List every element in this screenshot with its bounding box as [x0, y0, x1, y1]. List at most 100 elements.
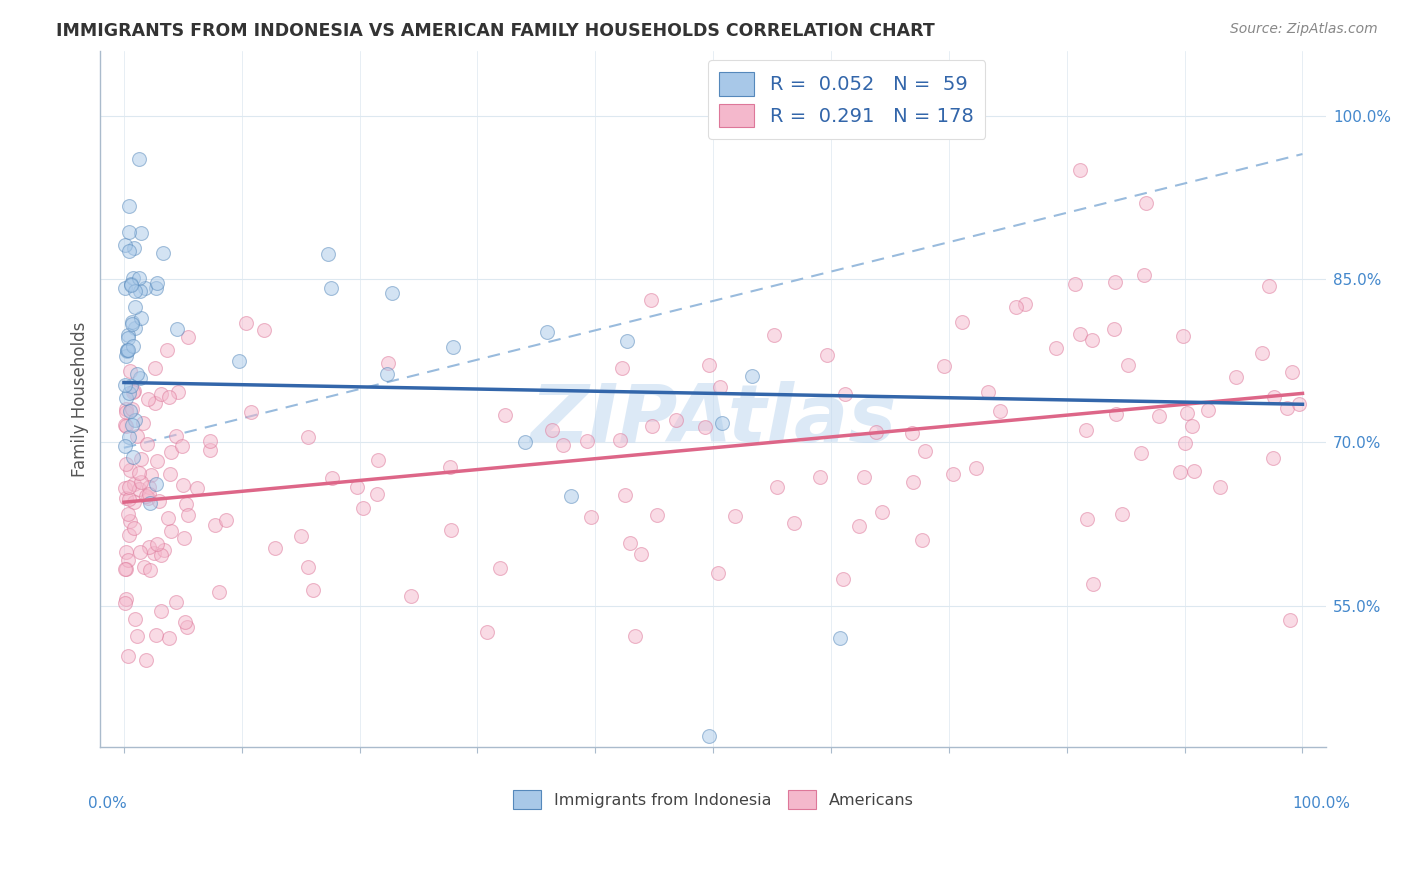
Point [142, 546, 165, 560]
Point [145, 477, 167, 491]
Point [159, 631, 181, 645]
Point [122, 495, 145, 509]
Point [125, 367, 148, 381]
Point [145, 628, 167, 642]
Point [724, 509, 747, 524]
Point [901, 426, 924, 441]
Point [117, 507, 139, 521]
Point [128, 545, 150, 559]
Point [316, 246, 339, 260]
Point [204, 518, 226, 533]
Point [159, 467, 181, 481]
Point [439, 459, 461, 474]
Point [120, 404, 142, 418]
Point [297, 560, 319, 574]
Point [114, 238, 136, 252]
Point [489, 561, 512, 575]
Point [1129, 446, 1152, 460]
Point [707, 566, 730, 580]
Point [1171, 328, 1194, 343]
Point [138, 540, 160, 554]
Point [1069, 327, 1091, 342]
Point [815, 348, 838, 362]
Point [114, 481, 136, 495]
Point [124, 476, 146, 491]
Point [319, 281, 342, 295]
Point [301, 583, 323, 598]
Point [697, 358, 720, 372]
Text: Source: ZipAtlas.com: Source: ZipAtlas.com [1230, 22, 1378, 37]
Point [865, 425, 887, 439]
Point [848, 519, 870, 533]
Point [741, 369, 763, 384]
Point [1278, 613, 1301, 627]
Text: 100.0%: 100.0% [1292, 796, 1351, 811]
Point [177, 508, 200, 522]
Point [1182, 464, 1205, 478]
Point [132, 559, 155, 574]
Point [1209, 480, 1232, 494]
Point [366, 487, 388, 501]
Point [114, 439, 136, 453]
Point [575, 434, 598, 448]
Point [117, 343, 139, 357]
Point [494, 408, 516, 422]
Point [630, 547, 652, 561]
Point [114, 378, 136, 392]
Point [118, 491, 141, 506]
Point [932, 359, 955, 373]
Point [146, 537, 169, 551]
Point [763, 328, 786, 343]
Point [1263, 391, 1285, 405]
Point [128, 153, 150, 167]
Point [1111, 507, 1133, 521]
Point [149, 548, 172, 562]
Point [121, 317, 143, 331]
Point [115, 491, 138, 506]
Point [645, 508, 668, 522]
Point [136, 491, 159, 505]
Point [124, 320, 146, 334]
Point [560, 489, 582, 503]
Text: 0.0%: 0.0% [89, 796, 127, 811]
Point [139, 467, 162, 482]
Point [120, 277, 142, 292]
Point [808, 470, 831, 484]
Point [346, 480, 368, 494]
Point [513, 434, 536, 449]
Point [581, 510, 603, 524]
Point [131, 226, 153, 240]
Point [1063, 277, 1085, 291]
Point [139, 496, 162, 510]
Point [186, 481, 208, 495]
Point [641, 418, 664, 433]
Point [120, 364, 142, 378]
Point [128, 270, 150, 285]
Point [832, 572, 855, 586]
Point [118, 244, 141, 259]
Point [122, 384, 145, 399]
Point [616, 334, 638, 348]
Point [198, 443, 221, 458]
Point [215, 513, 238, 527]
Point [950, 315, 973, 329]
Point [352, 500, 374, 515]
Point [117, 343, 139, 358]
Point [145, 280, 167, 294]
Point [553, 437, 575, 451]
Point [122, 385, 145, 400]
Point [1132, 268, 1154, 282]
Point [228, 354, 250, 368]
Text: IMMIGRANTS FROM INDONESIA VS AMERICAN FAMILY HOUSEHOLDS CORRELATION CHART: IMMIGRANTS FROM INDONESIA VS AMERICAN FA… [56, 22, 935, 40]
Point [135, 489, 157, 503]
Point [117, 328, 139, 343]
Point [115, 545, 138, 559]
Point [115, 344, 138, 359]
Point [1277, 401, 1299, 415]
Point [146, 277, 169, 291]
Point [114, 418, 136, 433]
Point [115, 349, 138, 363]
Point [124, 413, 146, 427]
Point [117, 553, 139, 567]
Point [235, 317, 257, 331]
